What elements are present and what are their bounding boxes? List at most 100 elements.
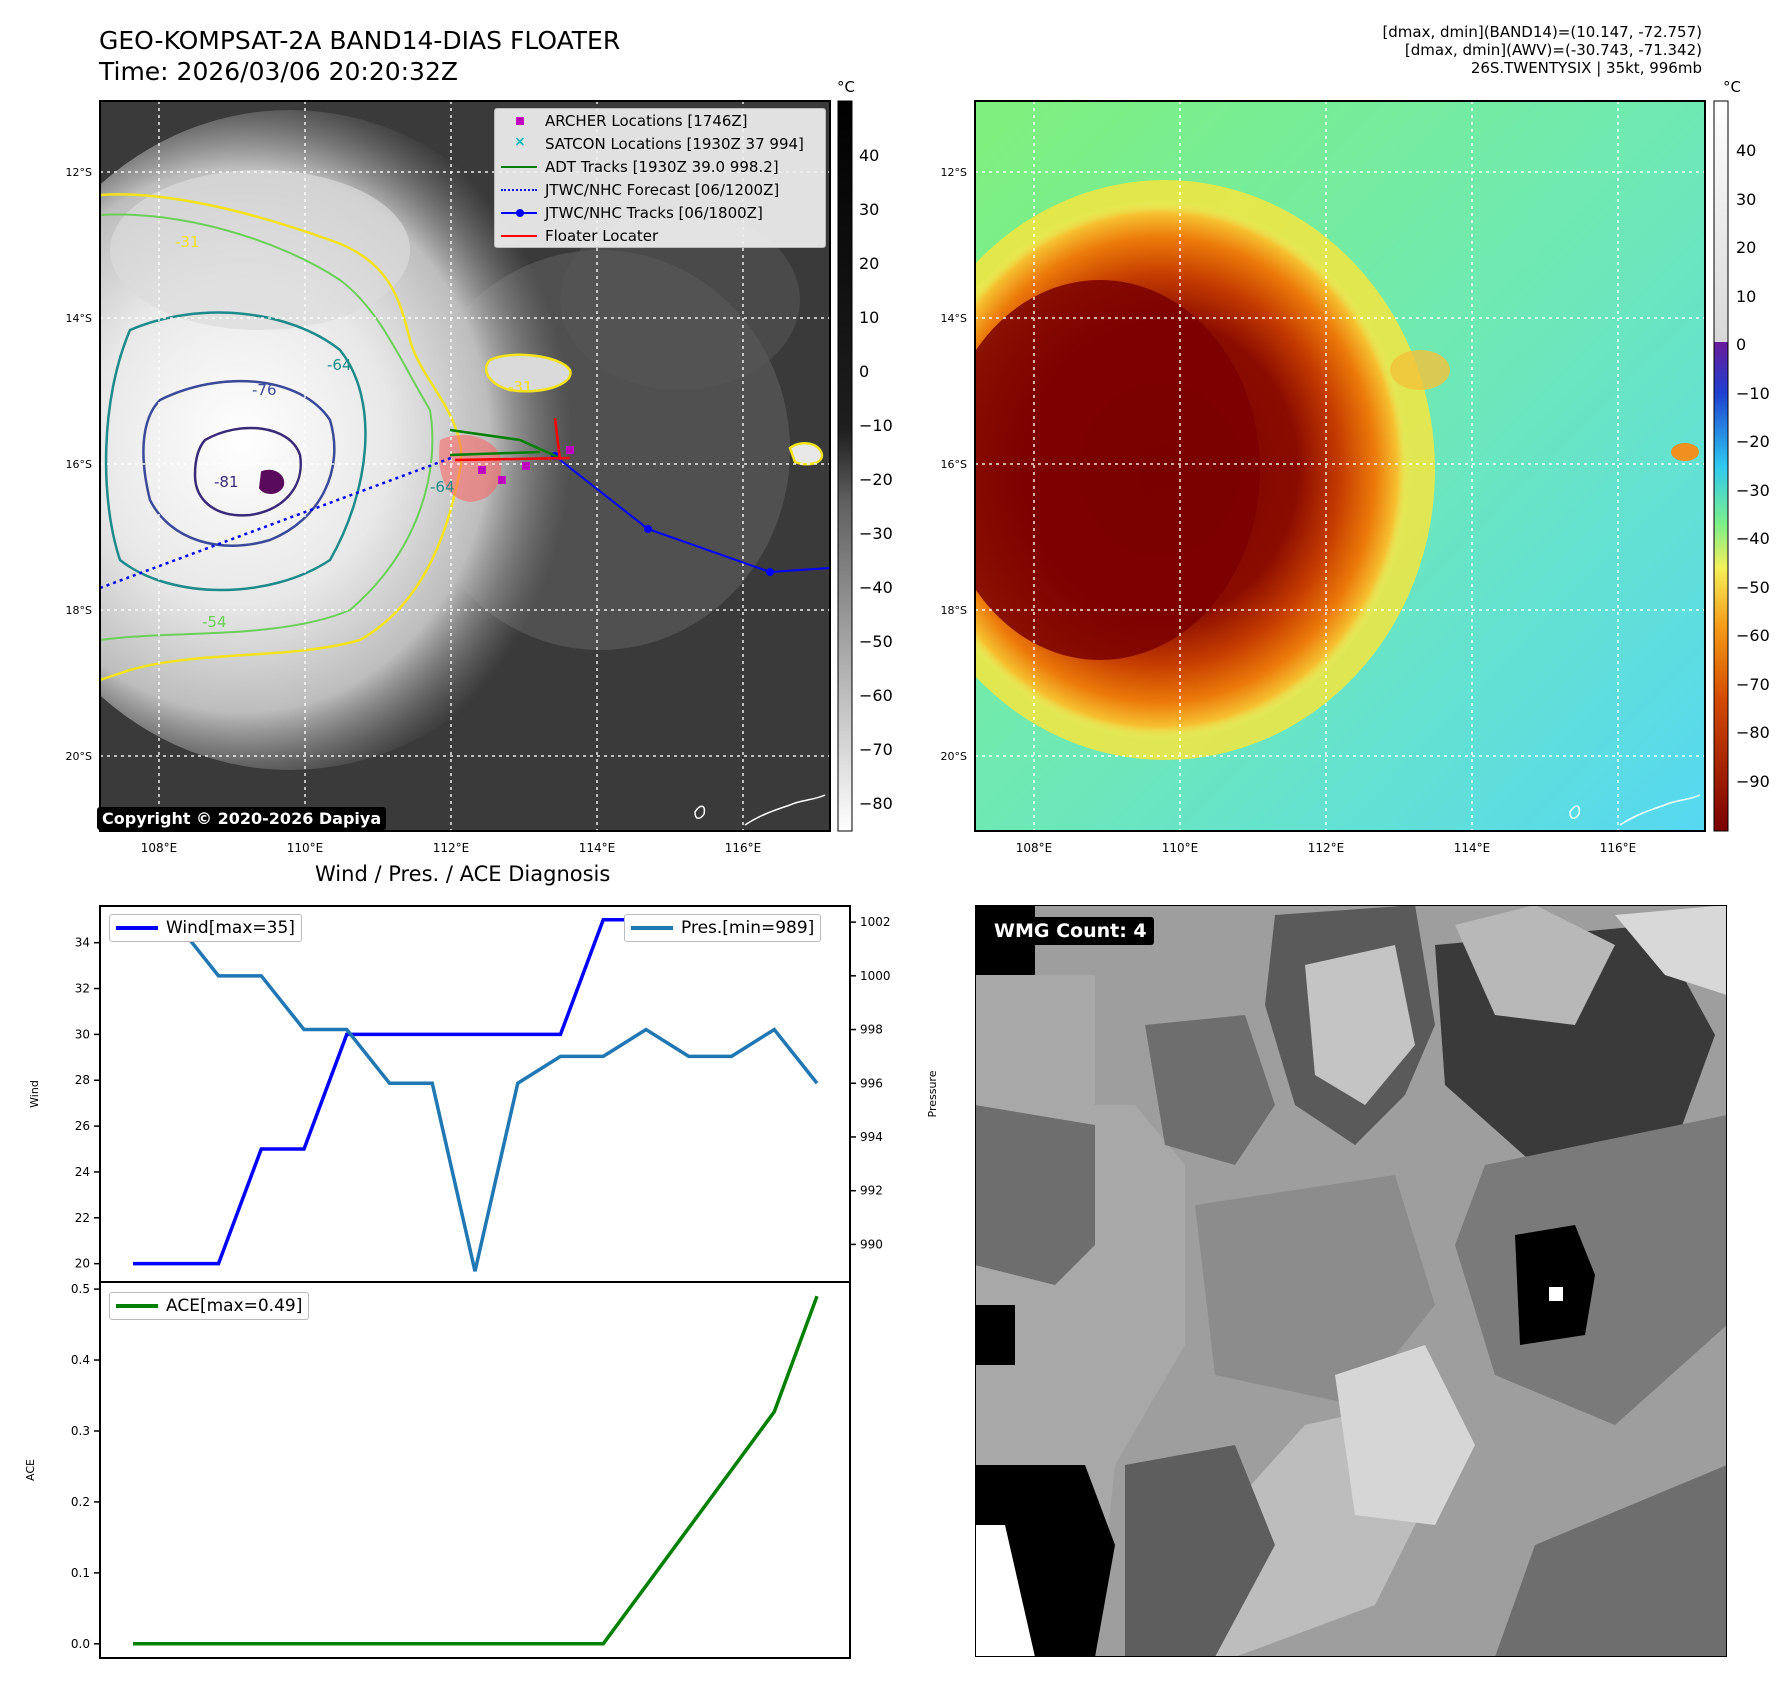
legend-label: JTWC/NHC Forecast [06/1200Z]: [545, 180, 780, 199]
wind-legend: Wind[max=35]: [109, 914, 302, 942]
colorbar-tick: −60: [859, 686, 893, 705]
ace-tick-label: 0.1: [71, 1566, 90, 1580]
colorbar-tick: −30: [1736, 481, 1770, 500]
pressure-axis-label: Pressure: [926, 1070, 939, 1117]
info-awv: [dmax, dmin](AWV)=(-30.743, -71.342): [1404, 41, 1702, 59]
ace-legend-label: ACE[max=0.49]: [166, 1296, 303, 1316]
ir-lon-labels: 108°E 110°E 112°E 114°E 116°E: [141, 841, 762, 855]
pressure-series-line: [133, 920, 819, 1272]
archer-point: [478, 466, 486, 474]
wind-tick-label: 22: [75, 1211, 90, 1225]
legend-label: ARCHER Locations [1746Z]: [545, 111, 748, 130]
lon-label: 114°E: [579, 841, 616, 855]
colorbar-tick: 20: [1736, 238, 1756, 257]
wmg-count-badge: WMG Count: 4: [987, 917, 1154, 945]
legend-label: SATCON Locations [1930Z 37 994]: [545, 134, 804, 153]
colorbar-tick: 30: [859, 200, 879, 219]
contour-label: -76: [252, 381, 277, 399]
pressure-tick-label: 996: [860, 1076, 883, 1090]
pressure-tick-label: 992: [860, 1184, 883, 1198]
legend-archer: ARCHER Locations [1746Z]: [495, 109, 825, 132]
lat-label: 20°S: [66, 750, 92, 763]
ir-colorbar-unit: °C: [837, 78, 855, 96]
wmg-panel: [975, 905, 1727, 1657]
archer-point: [498, 476, 506, 484]
wind-tick-label: 26: [75, 1119, 90, 1133]
legend-label: Floater Locater: [545, 226, 659, 245]
ir-legend: ARCHER Locations [1746Z] × SATCON Locati…: [494, 108, 826, 248]
colorbar-tick: −90: [1736, 772, 1770, 791]
colorbar-tick: 40: [1736, 141, 1756, 160]
colorbar-tick: −10: [859, 416, 893, 435]
ace-tick-label: 0.4: [71, 1353, 90, 1367]
colorbar-tick: 40: [859, 146, 879, 165]
lon-label: 108°E: [141, 841, 178, 855]
pressure-legend: Pres.[min=989]: [624, 914, 822, 942]
wind-tick-label: 24: [75, 1165, 90, 1179]
legend-satcon: × SATCON Locations [1930Z 37 994]: [495, 132, 825, 155]
lon-label: 110°E: [287, 841, 324, 855]
colorbar-tick: −20: [859, 470, 893, 489]
adt-track: [449, 428, 561, 460]
lon-label: 116°E: [1600, 841, 1637, 855]
floater-locater: [454, 417, 571, 462]
contour-64: [104, 311, 367, 592]
ace-line-icon: [116, 1304, 158, 1308]
contour-label: -81: [214, 473, 239, 491]
lon-label: 112°E: [433, 841, 470, 855]
legend-floater: Floater Locater: [495, 224, 825, 247]
archer-point: [566, 446, 574, 454]
lat-label: 20°S: [941, 750, 967, 763]
ir-map-panel: -31 -76 -64 -81 -64 -54 -31 12°S 14°S 16…: [66, 78, 1770, 855]
lat-label: 14°S: [941, 312, 967, 325]
lon-label: 112°E: [1308, 841, 1345, 855]
awv-lon-labels: 108°E 110°E 112°E 114°E 116°E: [1016, 841, 1637, 855]
title-line-2: Time: 2026/03/06 20:20:32Z: [99, 57, 458, 86]
square-marker-icon: [501, 114, 537, 128]
ace-series-line: [133, 1295, 819, 1646]
pressure-tick-label: 1002: [860, 915, 891, 929]
lon-label: 110°E: [1162, 841, 1199, 855]
dotted-line-icon: [501, 183, 537, 197]
ir-colorbar: [837, 100, 853, 832]
pressure-tick-label: 998: [860, 1023, 883, 1037]
lat-label: 16°S: [66, 458, 92, 471]
line-marker-icon: [501, 229, 537, 243]
wind-axis-label: Wind: [28, 1080, 41, 1108]
wind-tick-label: 28: [75, 1073, 90, 1087]
stats-block: [dmax, dmin](BAND14)=(10.147, -72.757) […: [1002, 23, 1702, 77]
colorbar-tick: 0: [859, 362, 869, 381]
diagnosis-title: Wind / Pres. / ACE Diagnosis: [315, 862, 611, 886]
contour-label: -64: [327, 356, 352, 374]
line-marker-icon: [501, 160, 537, 174]
lat-label: 18°S: [66, 604, 92, 617]
ace-axis-label: ACE: [24, 1459, 37, 1481]
ace-tick-label: 0.3: [71, 1424, 90, 1438]
wind-pressure-axes: [99, 905, 851, 1283]
ace-legend: ACE[max=0.49]: [109, 1292, 310, 1320]
colorbar-tick: −10: [1736, 384, 1770, 403]
colorbar-tick: 10: [859, 308, 879, 327]
colorbar-tick: −20: [1736, 432, 1770, 451]
lat-label: 18°S: [941, 604, 967, 617]
contour-label: -64: [430, 478, 455, 496]
colorbar-tick: −50: [859, 632, 893, 651]
ace-tick-label: 0.0: [71, 1637, 90, 1651]
wind-tick-label: 32: [75, 982, 90, 996]
awv-colorbar-unit: °C: [1723, 78, 1741, 96]
legend-label: ADT Tracks [1930Z 39.0 998.2]: [545, 157, 779, 176]
legend-adt: ADT Tracks [1930Z 39.0 998.2]: [495, 155, 825, 178]
pressure-tick-label: 990: [860, 1237, 883, 1251]
ace-tick-label: 0.2: [71, 1495, 90, 1509]
wind-line-icon: [116, 926, 158, 930]
legend-label: JTWC/NHC Tracks [06/1800Z]: [545, 203, 763, 222]
wind-legend-label: Wind[max=35]: [166, 918, 295, 938]
title-line-1: GEO-KOMPSAT-2A BAND14-DIAS FLOATER: [99, 26, 621, 55]
colorbar-tick: 0: [1736, 335, 1746, 354]
colorbar-tick: −80: [1736, 723, 1770, 742]
ace-axes: [99, 1281, 851, 1659]
colorbar-tick: −70: [859, 740, 893, 759]
info-storm: 26S.TWENTYSIX | 35kt, 996mb: [1470, 59, 1702, 77]
line-dot-icon: [501, 206, 537, 220]
colorbar-tick: 20: [859, 254, 879, 273]
